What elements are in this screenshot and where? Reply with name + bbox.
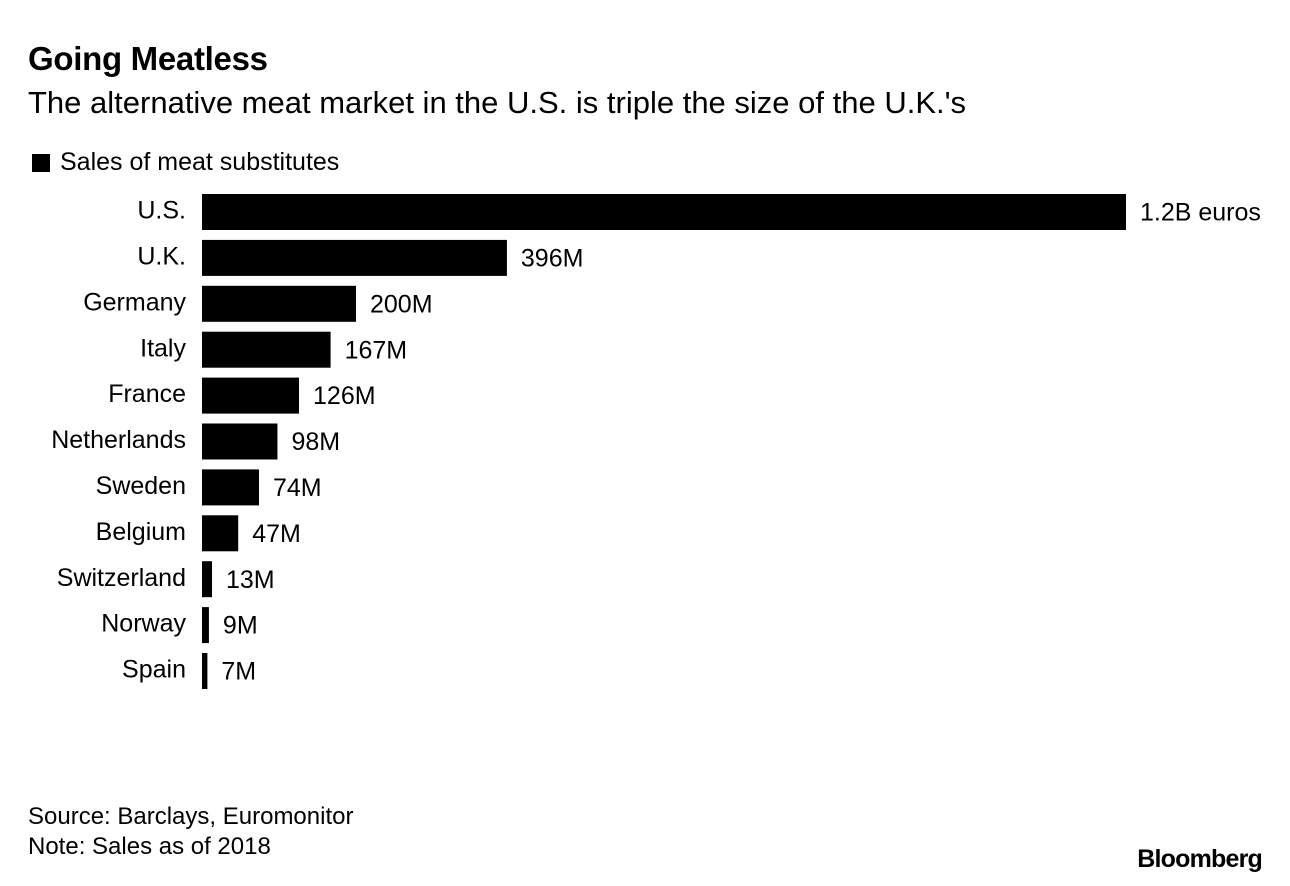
category-label-belgium: Belgium (96, 518, 186, 546)
value-label-u-k: 396M (521, 245, 584, 273)
bar-france (202, 377, 300, 414)
category-label-france: France (108, 380, 186, 408)
value-label-italy: 167M (345, 336, 408, 364)
category-label-switzerland: Switzerland (57, 564, 186, 592)
legend: Sales of meat substitutes (32, 148, 339, 177)
value-label-switzerland: 13M (226, 566, 275, 594)
legend-swatch (32, 153, 50, 172)
value-label-spain: 7M (221, 658, 256, 686)
category-label-u-s: U.S. (137, 197, 186, 225)
legend-label: Sales of meat substitutes (60, 148, 340, 176)
category-label-germany: Germany (83, 288, 186, 316)
value-label-belgium: 47M (252, 520, 301, 548)
bar-italy (202, 331, 331, 368)
bar-spain (202, 653, 208, 689)
bar-belgium (202, 515, 239, 552)
category-label-sweden: Sweden (96, 472, 186, 500)
bar-netherlands (202, 423, 278, 460)
value-label-sweden: 74M (273, 474, 322, 502)
source-note: Source: Barclays, Euromonitor Note: Sale… (28, 802, 353, 862)
value-label-netherlands: 98M (291, 428, 340, 456)
value-label-norway: 9M (223, 612, 258, 640)
value-label-germany: 200M (370, 290, 433, 318)
bar-sweden (202, 469, 259, 506)
source-text: Source: Barclays, Euromonitor (28, 803, 354, 830)
category-label-u-k: U.K. (137, 243, 186, 271)
bar-u-s (202, 194, 1126, 230)
value-label-u-s: 1.2B euros (1140, 199, 1261, 227)
bar-germany (202, 285, 356, 322)
value-label-france: 126M (313, 382, 376, 410)
category-label-netherlands: Netherlands (51, 426, 186, 454)
bar-switzerland (202, 561, 213, 598)
bar-u-k (202, 239, 507, 276)
bar-norway (202, 607, 209, 644)
category-label-italy: Italy (140, 334, 186, 362)
note-text: Note: Sales as of 2018 (28, 833, 271, 860)
chart-title: Going Meatless (28, 40, 268, 77)
category-label-spain: Spain (122, 656, 186, 684)
chart-subtitle: The alternative meat market in the U.S. … (28, 85, 967, 120)
bloomberg-logo: Bloomberg (1137, 845, 1263, 873)
category-label-norway: Norway (101, 610, 186, 638)
